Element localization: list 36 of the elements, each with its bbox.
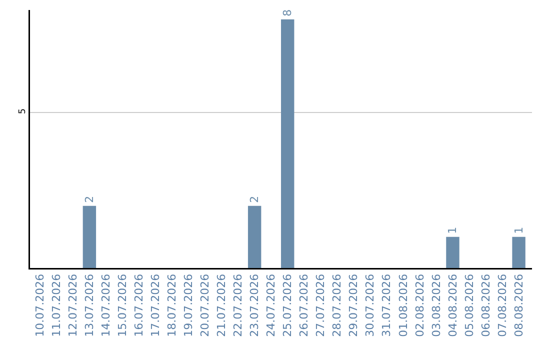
x-tick-label: 02.08.2026 <box>413 274 426 337</box>
data-label: 8 <box>281 9 294 16</box>
x-tick-label: 06.08.2026 <box>479 274 492 337</box>
x-tick-label: 19.07.2026 <box>182 274 196 337</box>
x-tick-label: 21.07.2026 <box>215 274 228 337</box>
x-tick-label: 29.07.2026 <box>347 274 360 337</box>
y-tick-label: 5 <box>18 108 28 114</box>
x-tick-label: 17.07.2026 <box>149 274 162 337</box>
x-tick-label: 27.07.2026 <box>314 274 328 337</box>
x-tick-label: 11.07.2026 <box>50 274 63 337</box>
data-label: 1 <box>446 226 460 234</box>
data-label: 1 <box>512 226 526 234</box>
data-label: 2 <box>82 196 96 203</box>
x-tick-label: 23.07.2026 <box>248 274 262 337</box>
x-tick-label: 04.08.2026 <box>446 274 460 337</box>
x-tick-label: 24.07.2026 <box>264 274 278 337</box>
x-tick-label: 15.07.2026 <box>116 274 130 337</box>
x-tick-label: 14.07.2026 <box>100 274 113 337</box>
x-tick-label: 30.07.2026 <box>364 274 377 337</box>
x-tick-label: 22.07.2026 <box>232 274 245 337</box>
x-tick-label: 31.07.2026 <box>380 274 394 337</box>
x-tick-label: 10.07.2026 <box>33 274 46 337</box>
x-tick-label: 05.08.2026 <box>462 274 476 337</box>
data-label: 2 <box>248 196 262 203</box>
x-tick-label: 25.07.2026 <box>281 274 294 337</box>
x-tick-label: 03.08.2026 <box>430 274 443 337</box>
x-tick-label: 01.08.2026 <box>396 274 410 337</box>
x-tick-label: 18.07.2026 <box>166 274 179 337</box>
x-tick-label: 16.07.2026 <box>132 274 146 337</box>
x-tick-label: 20.07.2026 <box>198 274 212 337</box>
x-tick-label: 07.08.2026 <box>496 274 509 337</box>
x-tick-label: 26.07.2026 <box>298 274 311 337</box>
x-tick-label: 12.07.2026 <box>66 274 80 337</box>
x-tick-label: 28.07.2026 <box>330 274 344 337</box>
x-tick-label: 08.08.2026 <box>512 274 526 337</box>
x-tick-label: 13.07.2026 <box>83 274 96 337</box>
